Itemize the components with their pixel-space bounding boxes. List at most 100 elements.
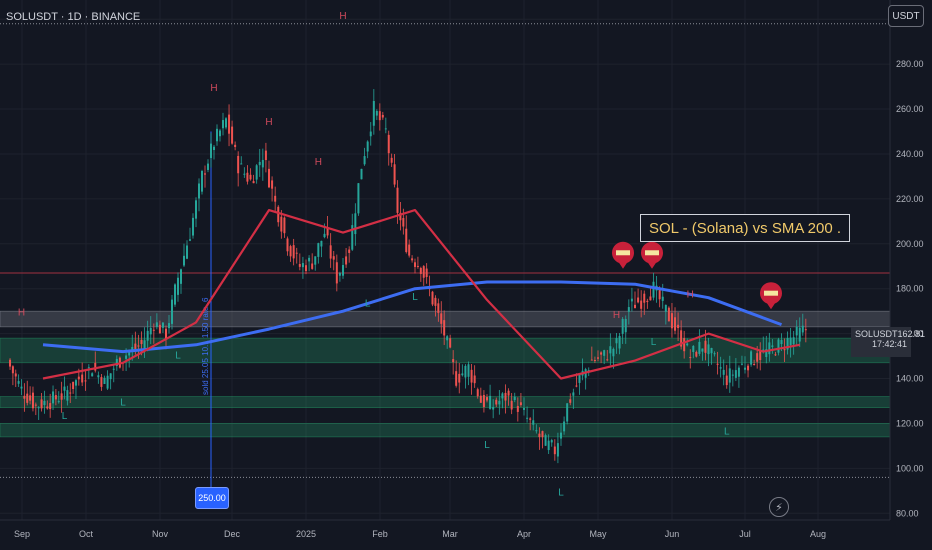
candle-body: [399, 212, 402, 221]
lightning-icon[interactable]: ⚡: [769, 497, 789, 517]
candle-body: [103, 377, 106, 384]
candle-body: [501, 393, 504, 399]
candle-body: [357, 183, 360, 214]
candle-body: [495, 399, 498, 405]
candle-body: [470, 369, 473, 383]
candle-body: [74, 380, 77, 386]
price-axis[interactable]: 300.00280.00260.00240.00220.00200.00180.…: [896, 14, 924, 518]
candle-body: [710, 347, 713, 354]
candle-body: [40, 399, 43, 409]
candle-body: [237, 155, 240, 174]
candle-body: [46, 406, 49, 409]
candle-body: [416, 265, 419, 267]
candle-body: [667, 307, 670, 322]
price-tick-label: 220.00: [896, 194, 924, 204]
candle-body: [649, 296, 652, 301]
vertical-note: sold 25.05 10.1 1.50 rate .6: [201, 297, 210, 395]
candle-body: [378, 111, 381, 121]
currency-unit-button[interactable]: USDT: [888, 5, 924, 27]
candle-body: [411, 258, 414, 261]
candle-body: [308, 257, 311, 262]
candle-body: [384, 128, 387, 130]
candle-body: [180, 269, 182, 284]
candle-body: [606, 359, 609, 361]
time-tick-label: Oct: [79, 529, 94, 539]
candle-body: [342, 265, 344, 276]
candle-body: [804, 329, 807, 331]
candle-body: [125, 355, 128, 359]
candle-body: [532, 420, 535, 425]
candle-body: [348, 249, 351, 253]
candle-body: [283, 217, 286, 234]
time-tick-label: Dec: [224, 529, 241, 539]
pivot-low-label: L: [175, 350, 181, 361]
candle-body: [624, 318, 627, 333]
candle-body: [541, 431, 544, 438]
candle-body: [49, 403, 52, 410]
signal-icons: [612, 241, 782, 310]
candle-body: [535, 430, 538, 432]
candle-body: [128, 351, 131, 356]
candle-body: [464, 365, 467, 378]
series-line-sma-200: [42, 280, 783, 354]
candle-body: [434, 297, 437, 306]
candle-body: [195, 200, 197, 219]
candle-body: [634, 304, 636, 309]
candle-body: [686, 343, 689, 346]
time-axis[interactable]: Sep Oct Nov Dec 2025 Feb Mar Apr May Jun Jul Aug: [14, 529, 826, 539]
candle-body: [201, 170, 203, 192]
candle-body: [246, 172, 249, 182]
grid-lines: [0, 0, 890, 520]
candle-body: [252, 181, 255, 184]
candle-body: [225, 118, 227, 128]
candle-body: [372, 100, 375, 126]
time-tick-label: Aug: [810, 529, 826, 539]
candle-body: [553, 446, 556, 455]
pivot-high-label: H: [18, 308, 25, 319]
candle-body: [314, 256, 317, 265]
candle-body: [198, 183, 200, 199]
chart-annotation[interactable]: SOL - (Solana) vs SMA 200 .: [640, 214, 851, 242]
pivot-low-label: L: [365, 299, 371, 310]
price-tag-symbol: SOLUSDT: [855, 329, 898, 339]
candle-body: [789, 337, 792, 346]
candle-body: [338, 272, 341, 276]
candle-body: [152, 329, 155, 331]
candle-body: [345, 256, 348, 265]
candle-body: [437, 303, 440, 313]
candle-body: [69, 392, 72, 394]
candle-body: [137, 345, 140, 347]
candle-body: [455, 371, 458, 386]
candle-body: [419, 267, 422, 274]
candle-body: [467, 364, 470, 377]
candle-body: [143, 340, 146, 351]
price-tick-label: 100.00: [896, 463, 924, 473]
candle-body: [52, 391, 55, 404]
candle-body: [301, 263, 304, 268]
price-tick-label: 280.00: [896, 59, 924, 69]
candle-body: [31, 392, 34, 409]
candle-body: [627, 307, 630, 312]
candle-body: [210, 143, 212, 158]
candle-body: [366, 141, 369, 152]
candle-body: [43, 400, 46, 406]
no-entry-icon: [641, 241, 663, 269]
candle-body: [677, 324, 680, 329]
candle-body: [37, 407, 40, 409]
candle-body: [664, 304, 667, 312]
candle-body: [674, 317, 677, 331]
pivot-low-label: L: [62, 411, 68, 422]
candle-body: [612, 348, 615, 357]
candlestick-series: [9, 89, 807, 464]
candle-body: [54, 395, 57, 400]
candle-body: [731, 374, 734, 376]
candle-body: [446, 336, 449, 341]
price-tick-label: 260.00: [896, 104, 924, 114]
price-tick-label: 240.00: [896, 149, 924, 159]
time-tick-label: Apr: [517, 529, 531, 539]
candle-body: [768, 342, 771, 355]
candle-body: [774, 354, 777, 356]
candle-body: [165, 328, 167, 340]
candle-body: [216, 128, 218, 142]
